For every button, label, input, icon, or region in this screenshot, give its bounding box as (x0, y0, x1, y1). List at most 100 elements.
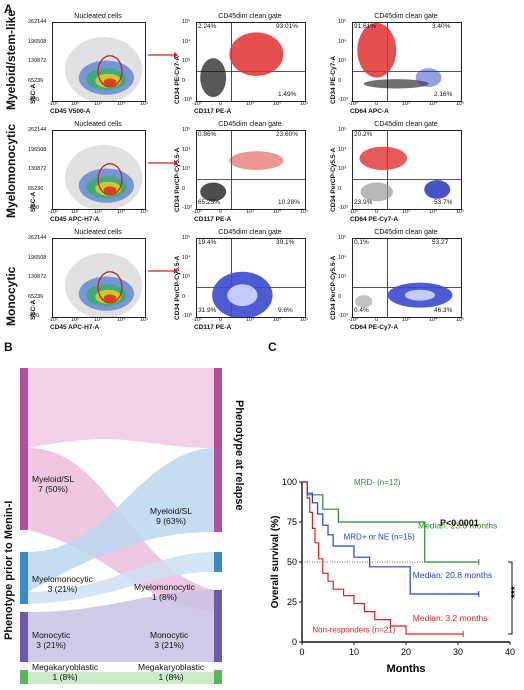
gate-arrow-icon (148, 154, 178, 166)
y-tick-label: 130872 (28, 166, 47, 172)
x-tick-label: 0 (375, 209, 379, 215)
quadrant-percent: 31.9% (198, 307, 217, 314)
quadrant-percent: 53.27 (432, 239, 449, 246)
sankey-left-label-myelomono: Myelomonocytic 3 (21%) (32, 574, 93, 594)
panel-c-letter: C (268, 340, 277, 354)
x-tick-label: 10⁵ (456, 209, 465, 215)
quadrant-percent: 0.4% (354, 307, 369, 314)
scatter-plot-quadrant (352, 238, 462, 318)
sankey-flow-monocytic-to-monocytic (28, 590, 214, 662)
density-cloud (353, 239, 461, 317)
panel-c-km-chart: 0 25 50 75 100 0 10 20 30 40 Months Overall surviva… (262, 340, 524, 685)
y-tick-label: 0 (338, 185, 342, 192)
scatter-plot-quadrant (352, 22, 462, 102)
quadrant-percent: 65.25% (198, 199, 221, 206)
y-tick-label: 10⁵ (338, 127, 347, 133)
sankey-right-label-monocytic: Monocytic 3 (21%) (150, 630, 189, 650)
km-survival-curve (302, 481, 464, 635)
x-tick-label: 10² (71, 209, 79, 215)
y-tick-label: 0 (338, 293, 342, 300)
y-tick-label: 130872 (28, 58, 47, 64)
x-tick-label: 10³ (246, 209, 254, 215)
plot-title: Nucleated cells (74, 13, 122, 20)
x-axis-label: CD45 V500-A (50, 108, 91, 115)
scatter-plot-quadrant (352, 130, 462, 210)
y-tick-label: 262144 (28, 127, 47, 133)
km-x-tick-label: 0 (299, 647, 304, 657)
quadrant-percent: 23.60% (276, 131, 299, 138)
y-tick-label: 10⁵ (182, 235, 191, 241)
x-tick-label: 10⁵ (456, 101, 465, 107)
plot-title: Nucleated cells (74, 229, 122, 236)
plot-title: CD45dim clean gate (374, 121, 438, 128)
x-tick-label: -10³ (192, 101, 202, 107)
x-axis-label: CD64 APC-A (350, 108, 389, 115)
x-tick-label: -10² (48, 317, 58, 323)
x-tick-label: 10³ (246, 101, 254, 107)
y-tick-label: 262144 (28, 235, 47, 241)
density-blob (200, 58, 227, 98)
x-tick-label: -10³ (348, 317, 358, 323)
x-tick-label: -10³ (192, 209, 202, 215)
km-y-tick-label: 25 (287, 597, 297, 607)
scatter-plot-quadrant (196, 238, 306, 318)
density-blob (359, 146, 407, 170)
sankey-svg (20, 368, 222, 684)
x-tick-label: 10⁴ (117, 317, 126, 323)
density-cloud (197, 239, 305, 317)
x-tick-label: -10³ (348, 101, 358, 107)
y-tick-label: 65236 (28, 77, 44, 84)
km-series-median: Median: 3.2 months (413, 613, 488, 623)
density-cloud (64, 37, 143, 101)
sankey-flow-myelomono-to-myeloid (28, 448, 214, 592)
sankey-right-node-monocytic (214, 590, 222, 662)
y-tick-label: 10⁵ (338, 19, 347, 25)
scatter-plot-nucleated (52, 22, 146, 102)
y-tick-label: 10⁵ (182, 127, 191, 133)
panel-a-row-label: Myeloid/stem-like (4, 9, 18, 110)
plot-title: CD45dim clean gate (374, 13, 438, 20)
y-tick-label: 196508 (28, 38, 47, 45)
quadrant-percent: 2.24% (198, 23, 217, 30)
sankey-flow-megak-to-megak (28, 672, 214, 684)
km-y-tick-label: 50 (287, 557, 297, 567)
density-blob (357, 23, 397, 78)
x-tick-label: 10³ (402, 101, 410, 107)
sankey-right-node-myelomono (214, 552, 222, 572)
x-axis-label: CD117 PE-A (194, 324, 232, 331)
plot-title: CD45dim clean gate (218, 229, 282, 236)
sankey-right-label-megak: Megakaryoblastic 1 (8%) (138, 662, 205, 682)
x-tick-label: 10³ (402, 209, 410, 215)
x-tick-label: -10³ (348, 209, 358, 215)
x-axis-label: CD45 APC-H7-A (50, 324, 100, 331)
y-tick-label: 0 (182, 77, 186, 84)
gate-arrow-icon (148, 262, 178, 274)
gate-outline (97, 163, 123, 196)
x-tick-label: 10³ (94, 317, 102, 323)
km-significance-bracket (508, 561, 513, 635)
sankey-right-label-myeloid: Myeloid/SL 9 (63%) (150, 506, 193, 526)
quadrant-percent: 23.9% (354, 199, 373, 206)
quadrant-percent: 2.16% (434, 91, 453, 98)
sankey-left-label-monocytic: Monocytic 3 (21%) (32, 630, 71, 650)
x-tick-label: 10⁵ (140, 209, 149, 215)
density-cloud (64, 145, 143, 209)
density-blob (103, 186, 117, 195)
y-axis-label: CD34 PE-Cy7-A (174, 55, 181, 104)
x-tick-label: 10² (71, 317, 79, 323)
panel-b-letter: B (4, 340, 13, 354)
x-tick-label: 10⁴ (117, 209, 126, 215)
y-axis-label: SSC-A (30, 299, 37, 320)
plot-title: CD45dim clean gate (374, 229, 438, 236)
y-tick-label: -10³ (338, 313, 348, 319)
sankey-left-label-myeloid: Myeloid/SL 7 (50%) (32, 474, 75, 494)
sankey-left-node-myeloid (20, 368, 28, 530)
y-tick-label: -10³ (182, 97, 192, 103)
x-tick-label: 10⁴ (429, 209, 438, 215)
density-blob (229, 151, 284, 170)
x-axis-label: CD64 PE-Cy7-A (350, 216, 399, 223)
quadrant-percent: 0.1% (354, 239, 369, 246)
y-tick-label: -400 (28, 205, 40, 211)
density-blob (103, 294, 117, 303)
density-blob (229, 32, 284, 77)
